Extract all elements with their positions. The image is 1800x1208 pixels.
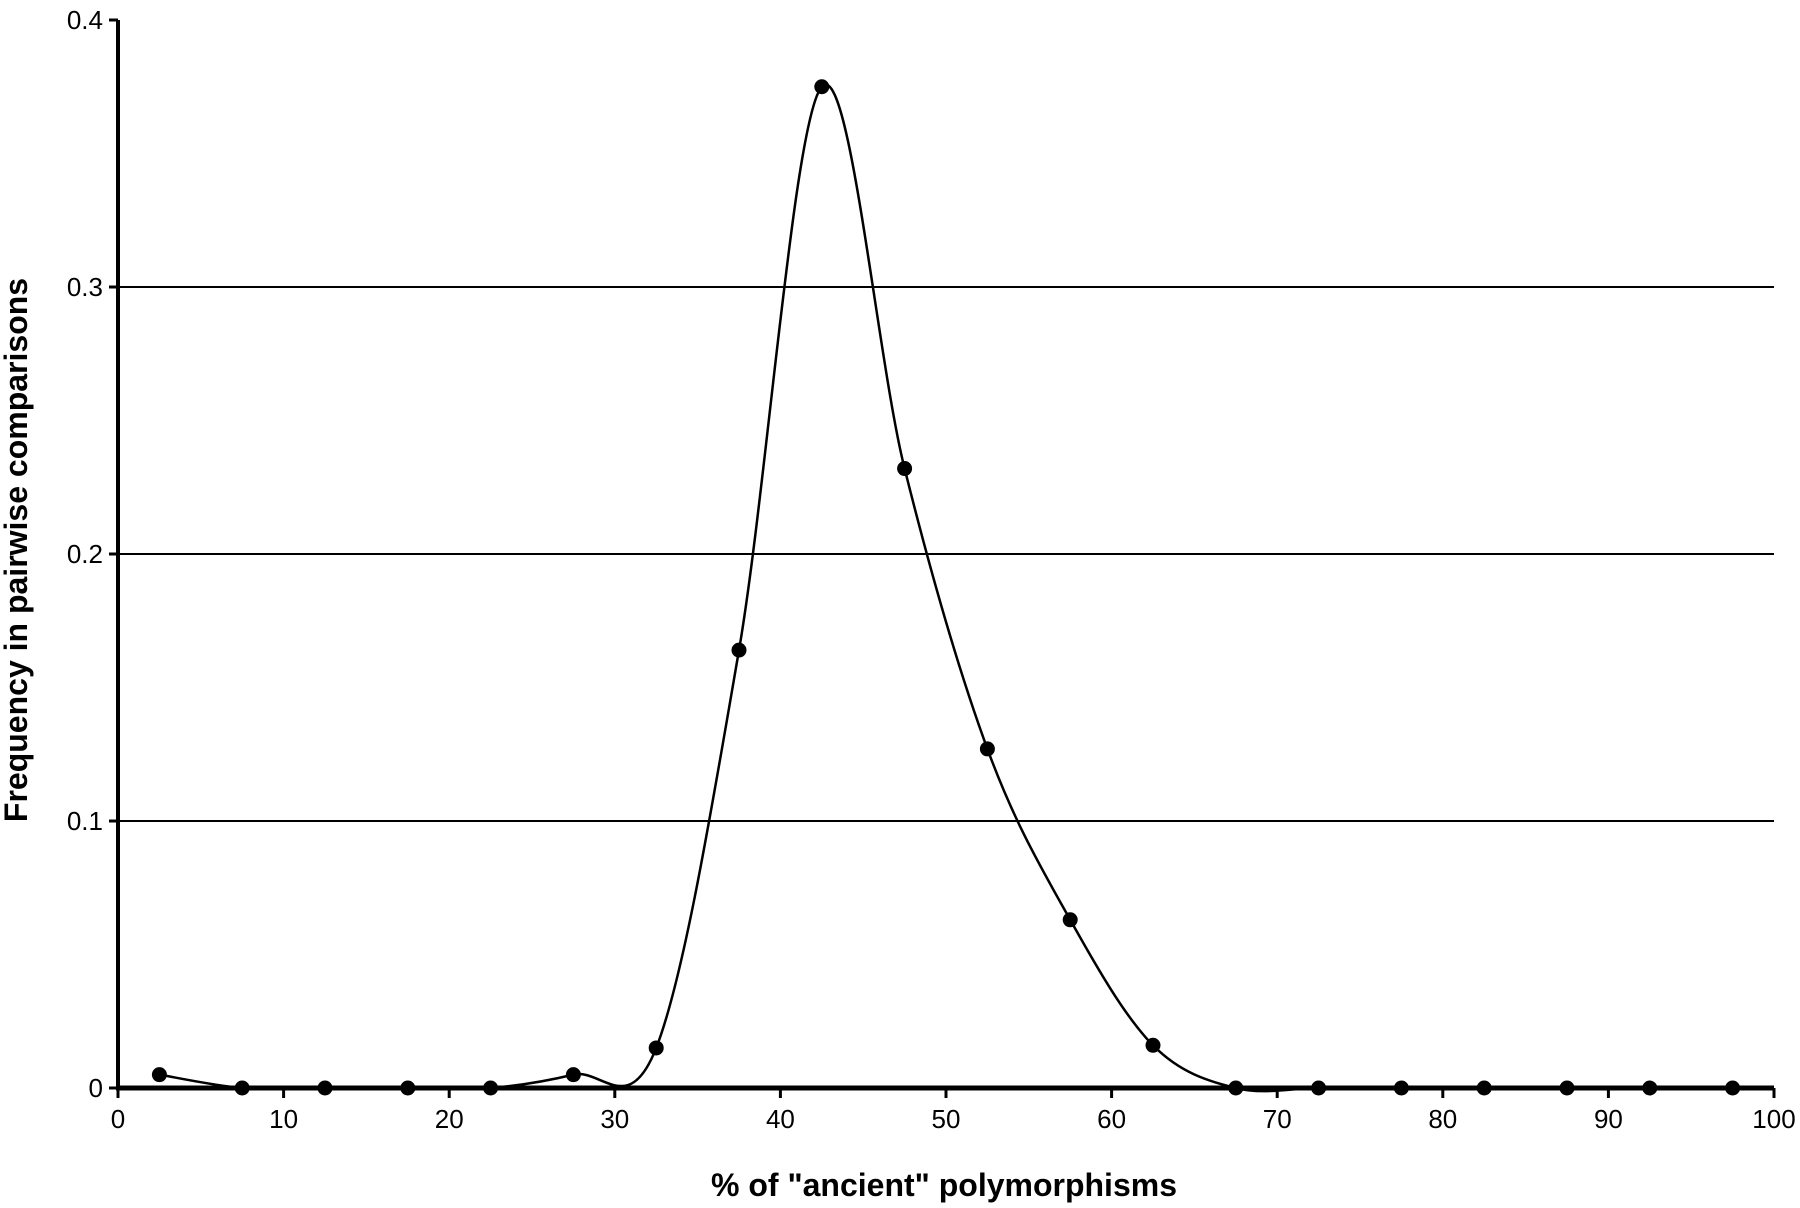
y-tick-label-2: 0.2 — [67, 539, 103, 569]
tick-labels: 0 10 20 30 40 50 60 70 80 90 100 0 0.1 0.2 0.3 0.4 — [67, 5, 1796, 1134]
data-point-0-5 — [565, 1067, 581, 1083]
data-point-0-18 — [1642, 1080, 1658, 1096]
data-point-0-7 — [731, 642, 747, 658]
data-point-0-15 — [1393, 1080, 1409, 1096]
y-tick-label-3: 0.3 — [67, 272, 103, 302]
data-point-0-0 — [151, 1067, 167, 1083]
x-axis-title: % of "ancient" polymorphisms — [711, 1167, 1177, 1203]
x-tick-label-4: 40 — [766, 1104, 795, 1134]
y-tick-label-1: 0.1 — [67, 806, 103, 836]
data-point-0-3 — [400, 1080, 416, 1096]
data-point-0-6 — [648, 1040, 664, 1056]
data-point-0-1 — [234, 1080, 250, 1096]
x-tick-label-10: 100 — [1752, 1104, 1795, 1134]
data-point-0-19 — [1725, 1080, 1741, 1096]
y-axis-title: Frequency in pairwise comparisons — [0, 278, 34, 822]
x-tick-label-7: 70 — [1263, 1104, 1292, 1134]
data-point-0-9 — [897, 461, 913, 477]
data-point-0-14 — [1311, 1080, 1327, 1096]
data-point-0-12 — [1145, 1037, 1161, 1053]
x-tick-label-9: 90 — [1594, 1104, 1623, 1134]
data-point-0-16 — [1476, 1080, 1492, 1096]
data-point-0-11 — [1062, 912, 1078, 928]
x-tick-label-6: 60 — [1097, 1104, 1126, 1134]
data-point-0-8 — [814, 79, 830, 95]
markers — [151, 79, 1741, 1096]
data-point-0-10 — [979, 741, 995, 757]
data-point-0-2 — [317, 1080, 333, 1096]
x-tick-label-2: 20 — [435, 1104, 464, 1134]
x-tick-label-3: 30 — [600, 1104, 629, 1134]
x-tick-label-8: 80 — [1428, 1104, 1457, 1134]
data-point-0-13 — [1228, 1080, 1244, 1096]
x-tick-label-0: 0 — [111, 1104, 125, 1134]
y-tick-label-0: 0 — [89, 1073, 103, 1103]
data-point-0-17 — [1559, 1080, 1575, 1096]
y-tick-label-4: 0.4 — [67, 5, 103, 35]
x-tick-label-1: 10 — [269, 1104, 298, 1134]
gridlines — [118, 286, 1774, 822]
x-tick-label-5: 50 — [932, 1104, 961, 1134]
data-point-0-4 — [483, 1080, 499, 1096]
